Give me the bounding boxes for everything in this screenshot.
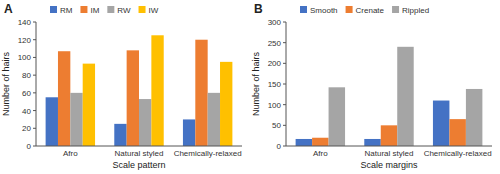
y-tick-label: 60 [22,89,31,98]
y-tick-label: 150 [268,80,282,89]
legend-swatch [107,6,114,13]
x-tick-label: Chemically-relaxed [174,149,242,158]
y-axis-label: Number of hairs [1,51,11,116]
bar [127,50,139,146]
bar [329,87,345,146]
x-tick-label: Chemically-relaxed [424,149,492,158]
legend-swatch [300,6,307,13]
y-tick-label: 200 [268,59,282,68]
y-tick-label: 100 [18,53,32,62]
y-tick-label: 300 [268,18,282,27]
bar [296,139,312,146]
legend-label: Smooth [310,6,338,15]
legend-label: IM [90,6,99,15]
bar [183,119,195,146]
bar [312,138,328,146]
panel-title: A [4,2,13,16]
legend: Smooth Crenate Rippled [300,6,429,15]
bar [208,93,220,146]
x-axis-label: Scale pattern [112,160,165,170]
y-tick-label: 20 [22,124,31,133]
legend-label: Rippled [402,6,429,15]
legend-swatch [392,6,399,13]
legend-swatch [50,6,57,13]
panel-title: B [254,2,263,16]
x-axis [286,146,492,147]
bar [433,101,449,146]
y-tick-label: 0 [27,142,32,151]
x-tick-label: Afro [63,149,78,158]
legend-swatch [139,6,146,13]
y-tick-label: 40 [22,107,31,116]
legend-swatch [80,6,87,13]
y-tick-label: 0 [277,142,282,151]
y-axis [36,22,37,146]
bar [381,125,397,146]
y-tick-label: 120 [18,36,32,45]
bar [139,99,151,146]
x-axis [36,146,242,147]
panel: A 0 20 40 60 80 100 120 140 Number of hairs Afro Na… [1,2,242,170]
bar [220,62,232,146]
legend: RM IM RW IW [50,6,159,15]
y-axis-label: Number of hairs [251,51,261,116]
legend-label: RW [117,6,131,15]
bar [114,124,126,146]
legend-label: IW [149,6,159,15]
y-tick-label: 50 [272,121,281,130]
y-axis [286,22,287,146]
y-tick-label: 80 [22,71,31,80]
x-tick-label: Afro [313,149,328,158]
bar [397,47,413,146]
x-axis-label: Scale margins [360,160,418,170]
figure: A 0 20 40 60 80 100 120 140 Number of hairs Afro Na… [0,0,500,174]
bars [296,47,483,146]
y-tick-label: 250 [268,39,282,48]
legend-swatch [346,6,353,13]
panel: B 0 50 100 150 200 250 300 Number of hairs Afro Na… [251,2,492,170]
x-tick-label: Natural styled [365,149,414,158]
bar [83,64,95,146]
bar [449,119,465,146]
bars [46,35,233,146]
bar [195,40,207,146]
bar [466,89,482,146]
bar [364,139,380,146]
y-tick-label: 100 [268,101,282,110]
legend-label: RM [60,6,73,15]
bar [151,35,163,146]
legend-label: Crenate [356,6,385,15]
bar [58,51,70,146]
y-tick-label: 140 [18,18,32,27]
bar [46,97,58,146]
bar [70,93,82,146]
x-tick-label: Natural styled [115,149,164,158]
